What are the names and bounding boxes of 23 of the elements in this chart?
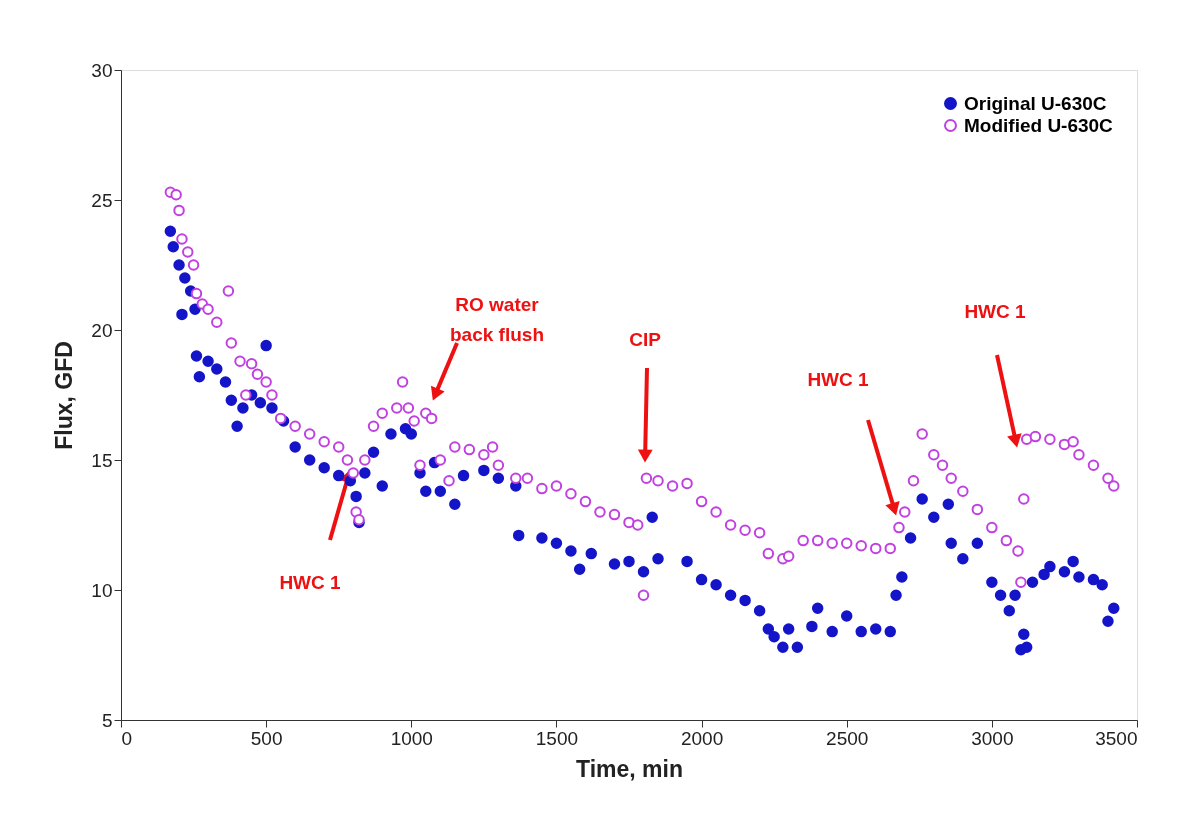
x-tick-label: 1500 — [535, 727, 579, 749]
x-tick-label: 1000 — [390, 727, 433, 749]
x-axis-title: Time, min — [576, 755, 683, 782]
y-tick-label: 20 — [91, 319, 113, 341]
annotation: RO water back flush — [450, 294, 544, 345]
y-tick-label: 30 — [91, 59, 113, 81]
y-axis-title: Flux, GFD — [51, 341, 78, 450]
x-tick-label: 3500 — [1095, 727, 1138, 749]
x-tick-label: 2500 — [826, 727, 869, 749]
y-tick-label: 5 — [101, 709, 113, 731]
legend-label: Original U-630C — [964, 92, 1107, 114]
x-tick-label: 500 — [250, 727, 283, 749]
annotation: HWC 1 — [964, 301, 1027, 322]
annotation: CIP — [629, 329, 662, 350]
x-tick-label: 2000 — [680, 727, 724, 749]
y-tick-label: 10 — [91, 579, 113, 601]
legend-label: Modified U-630C — [964, 114, 1114, 136]
y-tick-label: 15 — [91, 449, 113, 471]
x-tick-label: 3000 — [971, 727, 1014, 749]
x-tick-label: 0 — [121, 727, 133, 749]
annotation: HWC 1 — [279, 572, 342, 593]
annotation: HWC 1 — [807, 369, 870, 390]
y-tick-label: 25 — [91, 189, 113, 211]
